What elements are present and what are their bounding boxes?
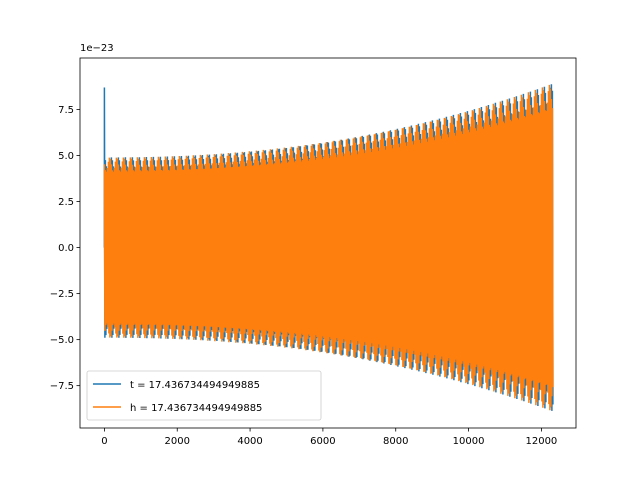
y-tick-label: −5.0 xyxy=(50,335,74,346)
x-tick-label: 4000 xyxy=(237,436,262,447)
legend: t = 17.436734494949885 h = 17.4367344949… xyxy=(86,370,322,421)
x-tick-label: 12000 xyxy=(525,436,557,447)
y-tick-label: 7.5 xyxy=(58,105,74,116)
legend-frame xyxy=(86,370,322,421)
axes-frame xyxy=(79,57,577,429)
y-tick-label: 5.0 xyxy=(58,151,74,162)
y-tick-label: −2.5 xyxy=(50,289,74,300)
y-tick-label: 0.0 xyxy=(58,243,74,254)
legend-label-t: t = 17.436734494949885 xyxy=(130,380,260,391)
series-line-h xyxy=(103,84,554,411)
x-tick-label: 2000 xyxy=(165,436,190,447)
y-tick-label: −7.5 xyxy=(50,381,74,392)
x-tick-label: 6000 xyxy=(310,436,335,447)
y-offset-text: 1e−23 xyxy=(80,43,114,54)
y-tick-label: 2.5 xyxy=(58,197,74,208)
legend-label-h: h = 17.436734494949885 xyxy=(130,403,262,414)
x-tick-label: 10000 xyxy=(453,436,485,447)
x-tick-label: 0 xyxy=(101,436,107,447)
x-tick-label: 8000 xyxy=(383,436,408,447)
